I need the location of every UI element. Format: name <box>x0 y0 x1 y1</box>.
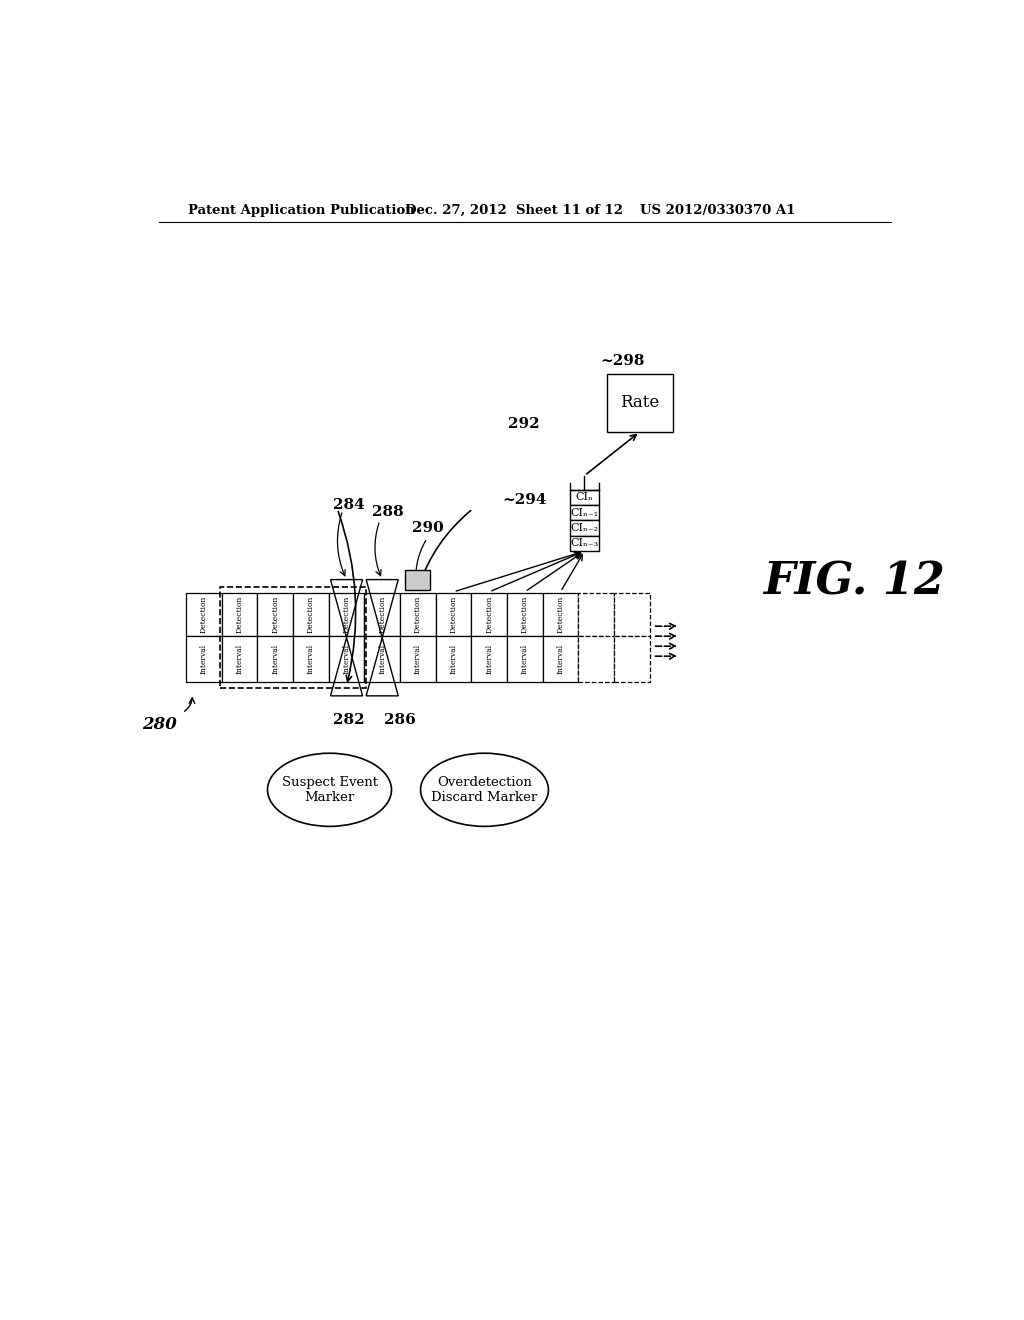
Bar <box>222 636 257 682</box>
Bar <box>365 636 400 682</box>
Bar <box>614 594 649 636</box>
Text: Interval: Interval <box>307 644 315 675</box>
Text: Interval: Interval <box>378 644 386 675</box>
Bar <box>220 587 366 688</box>
Text: Interval: Interval <box>485 644 494 675</box>
Text: Rate: Rate <box>621 395 659 412</box>
Text: Interval: Interval <box>200 644 208 675</box>
Text: Detection: Detection <box>343 595 350 634</box>
Text: Interval: Interval <box>236 644 244 675</box>
Text: Detection: Detection <box>521 595 528 634</box>
Bar <box>186 594 222 636</box>
Bar <box>471 594 507 636</box>
Bar <box>186 636 222 682</box>
Bar <box>257 636 293 682</box>
Bar <box>293 594 329 636</box>
Text: Overdetection
Discard Marker: Overdetection Discard Marker <box>431 776 538 804</box>
Bar <box>607 374 673 432</box>
Ellipse shape <box>421 754 549 826</box>
Bar <box>507 636 543 682</box>
Text: Detection: Detection <box>485 595 494 634</box>
Text: Interval: Interval <box>450 644 458 675</box>
Text: 288: 288 <box>372 506 403 520</box>
Text: CIₙ: CIₙ <box>575 492 594 502</box>
Bar <box>507 594 543 636</box>
Text: Detection: Detection <box>556 595 564 634</box>
Bar <box>579 594 614 636</box>
Bar <box>435 636 471 682</box>
Text: 292: 292 <box>508 417 540 430</box>
Bar <box>329 636 365 682</box>
Bar <box>329 594 365 636</box>
Text: Interval: Interval <box>271 644 280 675</box>
Text: Detection: Detection <box>200 595 208 634</box>
Text: 290: 290 <box>412 521 443 535</box>
Bar <box>471 636 507 682</box>
Text: Dec. 27, 2012  Sheet 11 of 12: Dec. 27, 2012 Sheet 11 of 12 <box>406 205 624 218</box>
Text: 280: 280 <box>142 715 177 733</box>
Bar <box>365 594 400 636</box>
Text: CIₙ₋₁: CIₙ₋₁ <box>570 508 599 517</box>
Bar <box>569 520 599 536</box>
Text: ~298: ~298 <box>601 354 645 368</box>
Text: Interval: Interval <box>343 644 350 675</box>
Text: Detection: Detection <box>414 595 422 634</box>
Text: Detection: Detection <box>378 595 386 634</box>
Bar <box>293 636 329 682</box>
Bar <box>569 490 599 506</box>
Text: Interval: Interval <box>556 644 564 675</box>
Bar <box>579 636 614 682</box>
Text: 286: 286 <box>384 713 416 727</box>
Text: Detection: Detection <box>307 595 315 634</box>
Ellipse shape <box>267 754 391 826</box>
Text: CIₙ₋₂: CIₙ₋₂ <box>570 523 599 533</box>
Bar <box>614 636 649 682</box>
Text: ~294: ~294 <box>502 494 547 507</box>
Text: Interval: Interval <box>414 644 422 675</box>
Bar <box>257 594 293 636</box>
Bar <box>400 636 435 682</box>
Text: Patent Application Publication: Patent Application Publication <box>188 205 415 218</box>
Bar <box>406 570 430 590</box>
Text: Detection: Detection <box>271 595 280 634</box>
Text: FIG. 12: FIG. 12 <box>764 561 945 603</box>
Bar <box>435 594 471 636</box>
Text: Detection: Detection <box>450 595 458 634</box>
Bar <box>222 594 257 636</box>
Text: Suspect Event
Marker: Suspect Event Marker <box>282 776 378 804</box>
Text: US 2012/0330370 A1: US 2012/0330370 A1 <box>640 205 795 218</box>
Text: CIₙ₋₃: CIₙ₋₃ <box>570 539 599 548</box>
Text: Detection: Detection <box>236 595 244 634</box>
Bar <box>400 594 435 636</box>
Text: 284: 284 <box>333 498 365 512</box>
Bar <box>543 636 579 682</box>
Bar <box>569 536 599 552</box>
Text: Interval: Interval <box>521 644 528 675</box>
Bar <box>569 506 599 520</box>
Bar <box>543 594 579 636</box>
Text: 282: 282 <box>333 713 365 727</box>
